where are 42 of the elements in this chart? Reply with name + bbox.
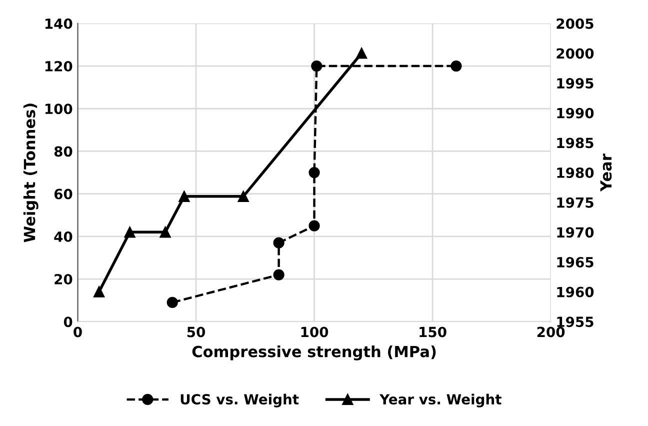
y2-tick-label: 1970 [557,227,594,238]
point [166,296,178,308]
y2-tick-label: 1995 [557,78,594,89]
point [273,269,284,280]
y2-tick-label: 2000 [556,48,594,59]
y-tick-label: 0 [64,316,72,328]
x-tick-label: 100 [301,326,328,338]
point [178,190,190,202]
y-axis-title: Weight (Tonnes) [23,104,38,242]
point [450,60,462,72]
x-tick-label: 50 [187,326,206,338]
y2-tick-label: 1975 [557,197,594,208]
point [160,226,171,238]
y2-tick-label: 1955 [557,316,594,328]
y-tick-label: 140 [45,18,72,29]
point [238,190,249,202]
y2-tick-label: 2005 [556,18,594,29]
point [311,60,322,72]
y-tick-label: 120 [45,61,72,72]
y2-tick-label: 1980 [557,168,594,178]
y2-axis-title: Year [600,154,612,192]
y2-tick-label: 1965 [557,256,594,268]
x-tick-label: 200 [537,326,565,338]
legend-label: Year vs. Weight [379,394,502,408]
point [273,237,284,248]
point [308,166,320,178]
point [124,226,136,238]
point [356,48,368,59]
y-tick-label: 100 [45,104,72,114]
legend-label: UCS vs. Weight [180,394,299,408]
y2-tick-label: 1960 [557,286,594,298]
x-tick-label: 0 [74,326,82,338]
y2-tick-label: 1985 [557,138,594,148]
y-tick-label: 20 [54,274,72,285]
y-tick-label: 40 [54,231,72,242]
y-tick-label: 60 [54,188,72,200]
y2-tick-label: 1990 [557,108,594,118]
x-tick-label: 150 [420,326,446,338]
x-axis-title: Compressive strength (MPa) [192,345,436,360]
point [93,286,105,298]
y-tick-label: 80 [54,146,72,157]
point [308,220,320,232]
